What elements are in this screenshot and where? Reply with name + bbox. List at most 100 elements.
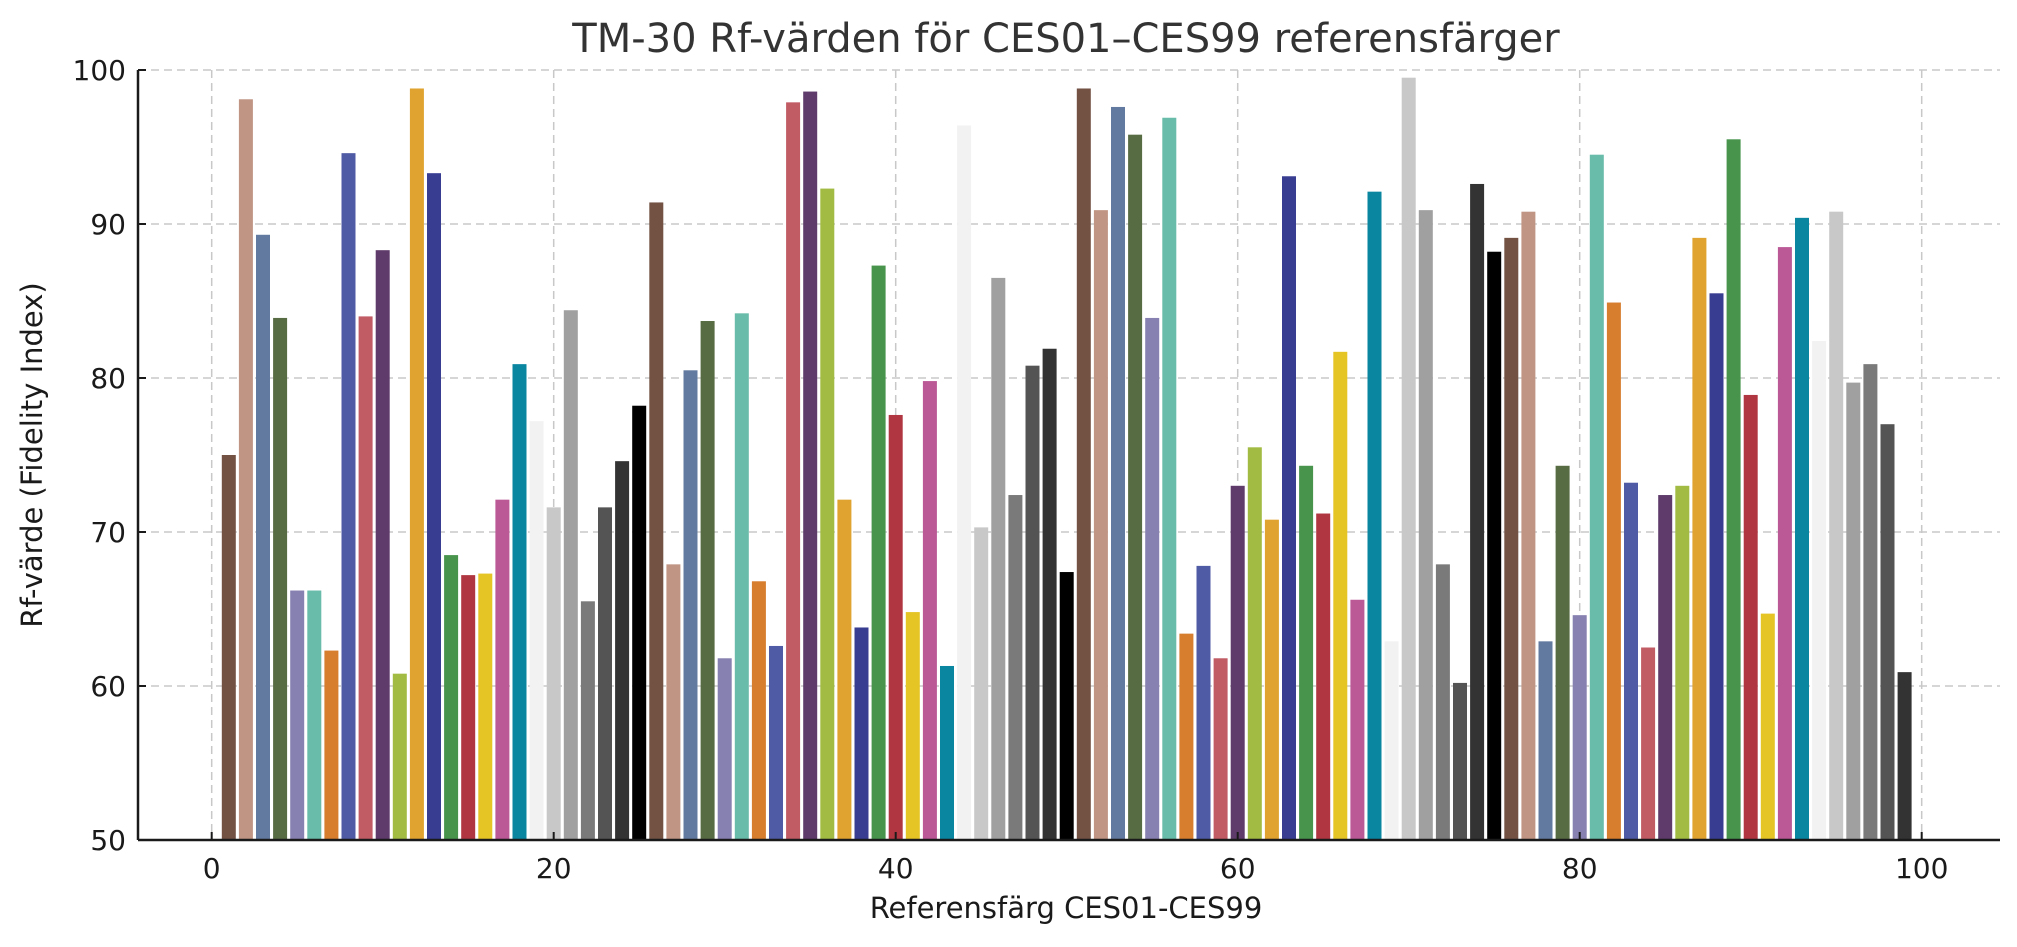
- bar: [820, 188, 835, 840]
- bar: [1128, 134, 1143, 840]
- y-axis-label: Rf-värde (Fidelity Index): [15, 282, 49, 627]
- bar: [546, 507, 561, 840]
- bar: [1521, 211, 1536, 840]
- bar: [1641, 647, 1656, 840]
- y-tick-label: 60: [90, 670, 126, 703]
- bar: [495, 499, 510, 840]
- bar: [1059, 572, 1074, 840]
- bar: [1658, 495, 1673, 840]
- y-ticks: 50 60 70 80 90 100: [73, 54, 146, 857]
- bar: [734, 313, 749, 840]
- bar: [1453, 682, 1467, 840]
- bar: [1213, 658, 1228, 840]
- bar: [1264, 519, 1279, 840]
- bar: [1145, 317, 1160, 840]
- bar: [1709, 293, 1724, 840]
- bar: [1675, 485, 1690, 840]
- x-ticks: 0 20 40 60 80 100: [203, 832, 1948, 885]
- bar: [580, 601, 595, 840]
- bar: [221, 455, 236, 840]
- bar: [1589, 154, 1604, 840]
- bar: [341, 153, 356, 840]
- bar: [1282, 176, 1296, 840]
- bar: [666, 564, 681, 840]
- bar: [256, 234, 270, 840]
- bar: [700, 321, 715, 840]
- x-tick-label: 20: [536, 852, 572, 885]
- y-tick-label: 80: [90, 362, 126, 395]
- y-tick-label: 70: [90, 516, 126, 549]
- x-axis-label: Referensfärg CES01-CES99: [870, 891, 1263, 925]
- bar: [461, 575, 476, 840]
- bar: [769, 645, 783, 840]
- y-tick-label: 50: [90, 824, 126, 857]
- bar: [1538, 641, 1553, 840]
- bar: [649, 202, 664, 840]
- bar: [1777, 247, 1792, 841]
- bar: [1470, 183, 1485, 840]
- bar: [1624, 482, 1638, 840]
- bar: [1179, 633, 1194, 840]
- bar: [1572, 615, 1587, 840]
- bar: [1025, 365, 1040, 840]
- bar: [324, 650, 339, 840]
- bar: [512, 364, 527, 840]
- bar: [803, 91, 818, 840]
- bar: [1863, 364, 1878, 840]
- bar: [1743, 394, 1758, 840]
- bar: [563, 310, 578, 840]
- bar: [974, 527, 989, 840]
- x-tick-label: 80: [1562, 852, 1598, 885]
- bar: [307, 590, 322, 840]
- bar: [905, 612, 920, 840]
- bar: [1401, 77, 1416, 840]
- chart-title: TM-30 Rf-värden för CES01–CES99 referens…: [571, 16, 1560, 62]
- bar: [837, 499, 852, 840]
- y-tick-label: 90: [90, 208, 126, 241]
- x-tick-label: 100: [1895, 852, 1948, 885]
- bar: [940, 665, 954, 840]
- bar: [854, 627, 869, 840]
- bar: [1555, 465, 1570, 840]
- bar: [238, 99, 253, 840]
- bar: [290, 590, 305, 840]
- bar: [1812, 341, 1827, 840]
- bar: [1606, 302, 1621, 840]
- bar: [1487, 251, 1502, 841]
- bar: [358, 316, 373, 840]
- bar: [1829, 211, 1844, 840]
- bar: [1247, 447, 1262, 840]
- bar: [1367, 191, 1382, 840]
- x-tick-label: 0: [203, 852, 221, 885]
- bar: [1111, 106, 1125, 840]
- bar: [888, 414, 903, 840]
- bar: [922, 381, 937, 840]
- bar: [871, 265, 886, 841]
- bar: [444, 555, 459, 840]
- bar: [1760, 613, 1775, 840]
- bar: [632, 405, 647, 840]
- bar: [1196, 565, 1211, 840]
- bar: [1692, 237, 1707, 841]
- bar: [1076, 88, 1091, 841]
- bar: [1042, 348, 1057, 840]
- x-tick-label: 40: [878, 852, 914, 885]
- bar: [1093, 210, 1108, 840]
- bars: [221, 77, 1912, 841]
- bar: [1726, 139, 1741, 841]
- bar: [1897, 672, 1912, 840]
- bar: [1418, 210, 1433, 840]
- y-tick-label: 100: [73, 54, 126, 87]
- bar: [1350, 599, 1365, 840]
- bar: [751, 581, 766, 840]
- bar: [598, 507, 612, 840]
- bar: [1384, 641, 1399, 840]
- bar: [1230, 485, 1245, 840]
- bar: [1846, 382, 1861, 840]
- bar: [1880, 424, 1895, 840]
- bar: [1504, 237, 1519, 841]
- bar: [409, 88, 424, 841]
- bar: [1795, 217, 1809, 841]
- bar: [1008, 495, 1023, 840]
